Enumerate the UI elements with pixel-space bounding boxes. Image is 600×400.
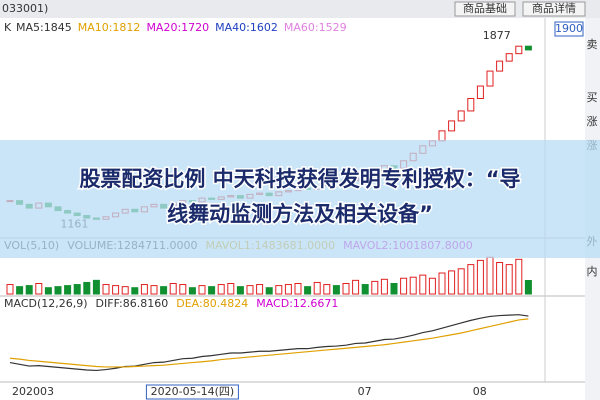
volume-bar bbox=[409, 276, 417, 295]
volume-bar bbox=[236, 286, 244, 295]
volume-bar bbox=[169, 283, 177, 295]
macd-label: DEA:80.4824 bbox=[176, 297, 248, 310]
volume-bar bbox=[208, 286, 216, 295]
volume-bar bbox=[524, 280, 532, 295]
candle-body bbox=[524, 45, 532, 51]
volume-bar bbox=[467, 264, 475, 295]
volume-bar bbox=[217, 284, 225, 295]
volume-bar bbox=[35, 283, 43, 295]
side-label: 涨 bbox=[587, 115, 598, 128]
volume-bar bbox=[380, 278, 388, 295]
volume-bar bbox=[227, 283, 235, 295]
ma-label: MA60:1529 bbox=[284, 21, 347, 34]
volume-bar bbox=[140, 284, 148, 295]
volume-bar bbox=[54, 286, 62, 295]
volume-bar bbox=[400, 277, 408, 295]
price-tag-text: 1900 bbox=[555, 22, 583, 35]
volume-bar bbox=[198, 285, 206, 295]
macd-label: MACD:12.6671 bbox=[256, 297, 338, 310]
ma-label: MA5:1845 bbox=[16, 21, 72, 34]
candle-body bbox=[476, 85, 484, 99]
volume-bar bbox=[486, 256, 494, 295]
x-label: 07 bbox=[358, 385, 372, 398]
volume-bar bbox=[246, 285, 254, 295]
button[interactable] bbox=[454, 1, 516, 17]
volume-bar bbox=[256, 284, 264, 295]
volume-bar bbox=[275, 285, 283, 295]
button[interactable] bbox=[522, 1, 586, 17]
price-tag bbox=[554, 21, 584, 37]
volume-bar bbox=[332, 285, 340, 295]
date-box bbox=[145, 384, 239, 400]
x-label: 08 bbox=[473, 385, 487, 398]
macd-dea bbox=[9, 318, 529, 368]
side-label: 内 bbox=[587, 264, 598, 278]
volume-bar bbox=[112, 285, 120, 295]
volume-bar bbox=[515, 258, 523, 295]
volume-bar bbox=[131, 287, 139, 295]
x-label: 2020-05-14(四) bbox=[151, 385, 235, 398]
volume-bar bbox=[294, 283, 302, 295]
code: 033001) bbox=[2, 2, 48, 15]
volume-bar bbox=[16, 286, 24, 295]
volume-bar bbox=[313, 281, 321, 295]
candle-body bbox=[467, 97, 475, 112]
volume-bar bbox=[64, 285, 72, 295]
side-label: 卖 bbox=[587, 38, 598, 51]
candle-body bbox=[496, 60, 504, 72]
volume-bar bbox=[6, 284, 14, 295]
volume-bar bbox=[457, 268, 465, 295]
candle-body bbox=[486, 70, 494, 87]
volume-bar bbox=[179, 284, 187, 295]
ma-label: MA40:1602 bbox=[215, 21, 278, 34]
volume-bar bbox=[342, 283, 350, 295]
button-label[interactable]: 商品详情 bbox=[532, 1, 576, 15]
volume-bar bbox=[496, 262, 504, 295]
candle-body bbox=[457, 110, 465, 122]
candle-body bbox=[448, 120, 456, 132]
volume-bar bbox=[505, 264, 513, 295]
volume-bar bbox=[323, 284, 331, 295]
ma-label: MA20:1720 bbox=[146, 21, 209, 34]
volume-bar bbox=[25, 285, 33, 295]
volume-bar bbox=[284, 284, 292, 295]
volume-bar bbox=[102, 284, 110, 295]
volume-bar bbox=[428, 277, 436, 295]
candle-body bbox=[505, 53, 513, 62]
volume-bar bbox=[448, 270, 456, 295]
volume-bar bbox=[73, 284, 81, 295]
volume-bar bbox=[438, 272, 446, 295]
ma-label: MA10:1812 bbox=[78, 21, 141, 34]
macd-label: DIFF:86.8160 bbox=[96, 297, 169, 310]
volume-bar bbox=[160, 286, 168, 295]
volume-bar bbox=[419, 274, 427, 295]
volume-bar bbox=[188, 287, 196, 295]
banner bbox=[0, 140, 600, 258]
volume-bar bbox=[92, 279, 100, 295]
banner-line: 线舞动监测方法及相关设备” bbox=[167, 202, 433, 226]
volume-bar bbox=[121, 286, 129, 295]
volume-bar bbox=[83, 281, 91, 295]
indicator-k: K bbox=[4, 21, 12, 34]
volume-bar bbox=[265, 287, 273, 295]
annotation: 1877 bbox=[483, 29, 511, 42]
candle-body bbox=[438, 130, 446, 142]
button-label[interactable]: 商品基础 bbox=[463, 1, 507, 15]
volume-bar bbox=[44, 287, 52, 295]
volume-bar bbox=[371, 280, 379, 295]
volume-bar bbox=[352, 279, 360, 295]
x-label: 202003 bbox=[12, 385, 54, 398]
banner-line: 股票配资比例 中天科技获得发明专利授权：“导 bbox=[79, 167, 520, 191]
candle-body bbox=[515, 45, 523, 55]
volume-bar bbox=[304, 286, 312, 295]
volume-bar bbox=[150, 285, 158, 295]
volume-bar bbox=[361, 284, 369, 295]
volume-bar bbox=[476, 259, 484, 295]
macd-label: MACD(12,26,9) bbox=[4, 297, 88, 310]
top-bar bbox=[0, 0, 600, 18]
side-label: 买 bbox=[587, 91, 598, 104]
macd-dif bbox=[9, 314, 529, 372]
volume-bar bbox=[390, 283, 398, 295]
